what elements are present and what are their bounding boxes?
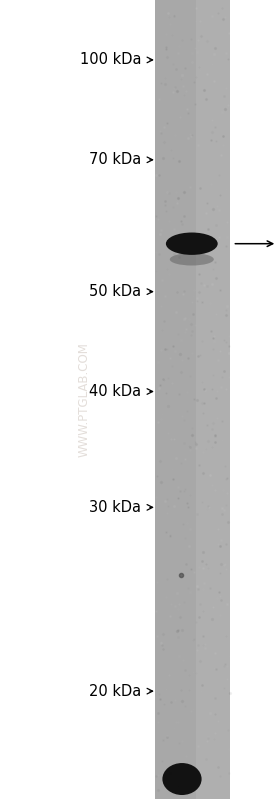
Text: 70 kDa: 70 kDa [89,153,141,167]
Text: 20 kDa: 20 kDa [89,684,141,698]
Ellipse shape [170,253,214,265]
Text: 30 kDa: 30 kDa [89,500,141,515]
Ellipse shape [166,233,218,255]
Bar [196,0,230,799]
Ellipse shape [162,763,202,795]
Bar [155,0,230,799]
Text: 40 kDa: 40 kDa [89,384,141,399]
Text: 100 kDa: 100 kDa [80,53,141,67]
Text: WWW.PTGLAB.COM: WWW.PTGLAB.COM [78,342,90,457]
Text: 50 kDa: 50 kDa [89,284,141,299]
